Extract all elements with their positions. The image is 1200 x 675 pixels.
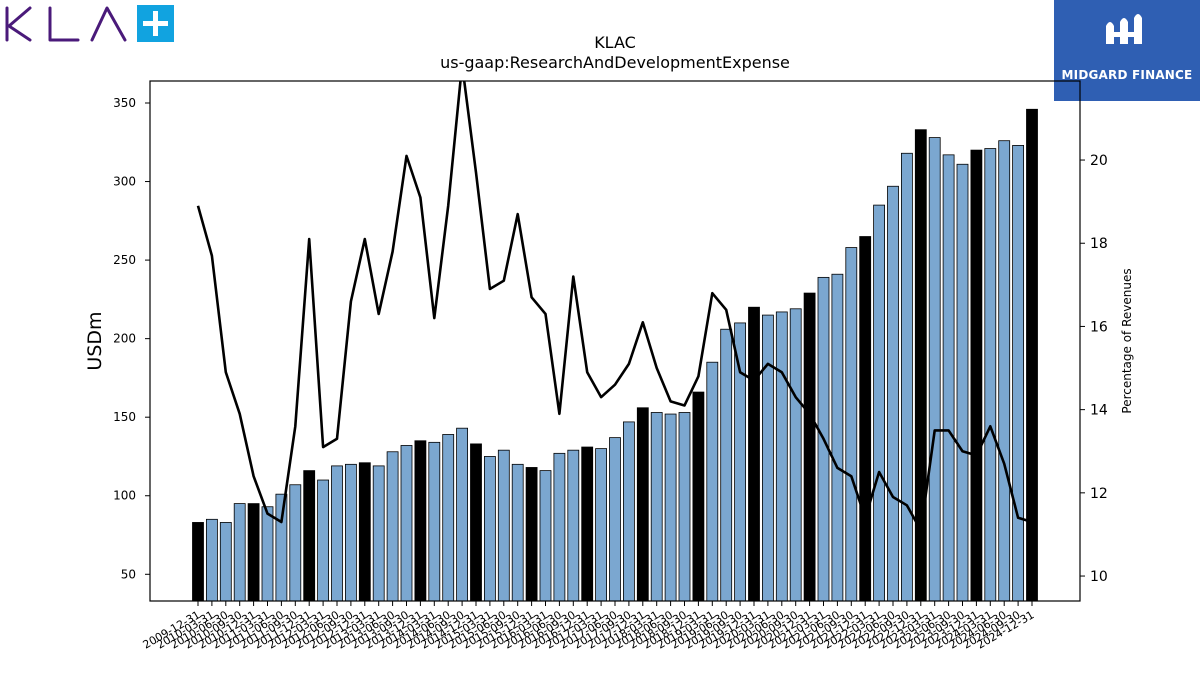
bar-2024-12-31 xyxy=(1026,108,1038,602)
bar-2022-09-30 xyxy=(901,152,913,602)
bar-2019-09-30 xyxy=(734,322,746,602)
bar-2020-09-30 xyxy=(789,308,802,602)
bar-2024-03-31 xyxy=(984,148,997,602)
bar-2014-12-31 xyxy=(470,443,482,602)
y-tick-label: 250 xyxy=(113,253,136,267)
bar-2017-06-30 xyxy=(609,437,621,602)
bar-2014-06-30 xyxy=(442,434,455,602)
bar-2018-12-31 xyxy=(692,391,705,602)
bar-2017-09-30 xyxy=(623,421,635,602)
bar-2017-03-31 xyxy=(595,448,607,602)
bar-2022-03-31 xyxy=(873,204,885,602)
bar-2016-12-31 xyxy=(581,446,594,602)
bar-2015-12-31 xyxy=(525,467,538,602)
midgard-finance-logo: MIDGARD FINANCE xyxy=(1054,0,1200,101)
bar-2015-09-30 xyxy=(511,463,524,602)
y-tick-label: 50 xyxy=(121,567,136,581)
bar-2011-03-31 xyxy=(261,506,274,602)
bar-2022-06-30 xyxy=(887,185,899,602)
y-tick-label: 150 xyxy=(113,410,136,424)
bar-2015-06-30 xyxy=(497,449,510,602)
bar-2013-09-30 xyxy=(400,445,413,602)
y-tick-label: 300 xyxy=(113,175,136,189)
bar-2011-12-31 xyxy=(303,470,316,602)
bar-2012-03-31 xyxy=(317,479,330,602)
x-axis: 2009-12-312010-03-312010-06-302010-09-30… xyxy=(141,601,1037,652)
bar-2010-03-31 xyxy=(205,518,218,602)
bar-2014-09-30 xyxy=(456,427,469,602)
midgard-emblem-icon xyxy=(1106,14,1142,44)
bar-2016-06-30 xyxy=(553,452,566,602)
bar-2013-03-31 xyxy=(372,465,385,602)
bar-2023-06-30 xyxy=(942,154,955,602)
bar-2021-06-30 xyxy=(831,273,844,602)
bar-2019-03-31 xyxy=(706,361,719,602)
bar-2017-12-31 xyxy=(636,407,649,602)
bar-2016-09-30 xyxy=(567,449,580,602)
midgard-finance-text: MIDGARD FINANCE xyxy=(1061,68,1193,82)
y-tick-label: 100 xyxy=(113,489,136,503)
bar-2013-06-30 xyxy=(386,451,399,602)
bar-series xyxy=(192,108,1038,602)
chart-subtitle: us-gaap:ResearchAndDevelopmentExpense xyxy=(440,53,790,72)
bar-2021-12-31 xyxy=(859,236,872,602)
bar-2010-12-31 xyxy=(247,503,260,602)
bar-2013-12-31 xyxy=(414,440,427,602)
bar-2010-09-30 xyxy=(233,503,246,602)
kla-logo xyxy=(0,0,180,46)
y2-tick-label: 14 xyxy=(1090,403,1108,419)
bar-2018-06-30 xyxy=(664,413,677,602)
bar-2016-03-31 xyxy=(539,470,552,602)
y2-tick-label: 20 xyxy=(1090,153,1108,169)
bar-2014-03-31 xyxy=(428,441,441,602)
y2-tick-label: 18 xyxy=(1090,236,1108,252)
y-axis-label: USDm xyxy=(84,311,106,370)
bar-2019-12-31 xyxy=(748,306,760,602)
bar-2023-12-31 xyxy=(970,149,983,602)
line-series xyxy=(196,81,1033,532)
plus-logo-icon xyxy=(137,5,174,42)
bar-2024-09-30 xyxy=(1012,145,1024,602)
revenue-percentage-line xyxy=(196,81,1033,532)
y-tick-label: 350 xyxy=(113,96,136,110)
bar-2019-06-30 xyxy=(720,328,733,602)
bar-2012-06-30 xyxy=(331,465,343,602)
y2-tick-label: 16 xyxy=(1090,319,1108,335)
chart-title: KLAC xyxy=(594,33,636,52)
bar-2011-06-30 xyxy=(275,493,288,602)
kla-logo-mark xyxy=(5,6,127,42)
y-axis-right: 10 12 14 16 18 20 xyxy=(1080,153,1108,585)
bar-2018-03-31 xyxy=(650,412,663,602)
bar-2020-06-30 xyxy=(775,311,788,602)
y2-tick-label: 12 xyxy=(1090,486,1108,502)
bar-2020-12-31 xyxy=(803,292,816,602)
bar-2012-09-30 xyxy=(344,463,357,602)
bar-2011-09-30 xyxy=(289,484,302,602)
y2-axis-label: Percentage of Revenues xyxy=(1120,268,1134,413)
bar-2015-03-31 xyxy=(483,456,496,602)
bar-2020-03-31 xyxy=(762,314,774,602)
bar-2010-06-30 xyxy=(219,522,232,602)
bar-2018-09-30 xyxy=(678,412,691,602)
bar-2009-12-31 xyxy=(192,522,204,602)
y-tick-label: 200 xyxy=(113,332,136,346)
bar-2024-06-30 xyxy=(998,140,1011,602)
y-axis-left: 50 100 150 200 250 300 350 xyxy=(113,96,150,581)
bar-2023-09-30 xyxy=(956,163,969,602)
y2-tick-label: 10 xyxy=(1090,569,1108,585)
bar-2012-12-31 xyxy=(358,462,371,602)
bar-2021-09-30 xyxy=(845,247,858,602)
bar-2023-03-31 xyxy=(928,137,941,602)
